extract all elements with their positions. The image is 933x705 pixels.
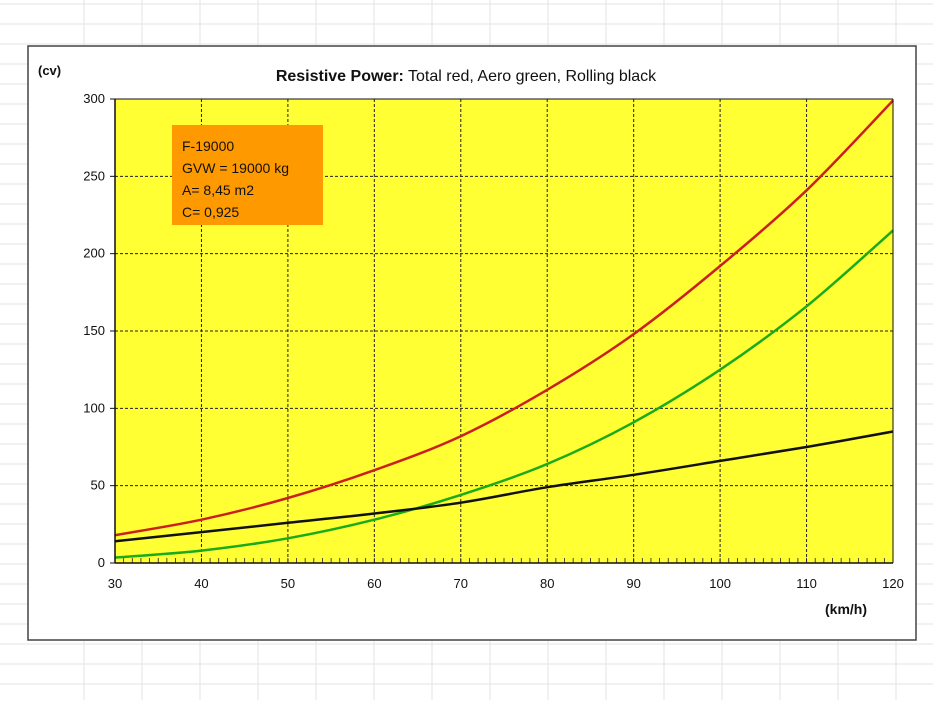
y-tick-label: 250 bbox=[83, 168, 105, 183]
x-axis-label: (km/h) bbox=[825, 601, 867, 617]
x-tick-label: 120 bbox=[882, 576, 904, 591]
annotation-background bbox=[172, 125, 323, 225]
y-tick-label: 200 bbox=[83, 246, 105, 261]
chart-title-rest: Total red, Aero green, Rolling black bbox=[404, 68, 657, 85]
y-tick-label: 0 bbox=[98, 555, 105, 570]
annotation-line-3: A= 8,45 m2 bbox=[182, 182, 254, 198]
x-tick-label: 70 bbox=[454, 576, 468, 591]
annotation-line-2: GVW = 19000 kg bbox=[182, 160, 289, 176]
x-tick-labels: 30 40 50 60 70 80 90 100 110 120 bbox=[108, 576, 904, 591]
series-2-line bbox=[114, 229, 894, 559]
annotation-box: F-19000 GVW = 19000 kg A= 8,45 m2 C= 0,9… bbox=[172, 125, 323, 225]
y-tick-label: 100 bbox=[83, 400, 105, 415]
x-tick-label: 50 bbox=[281, 576, 295, 591]
x-tick-label: 90 bbox=[626, 576, 640, 591]
chart-title: Resistive Power: Total red, Aero green, … bbox=[276, 68, 657, 85]
series-layer bbox=[114, 99, 894, 559]
chart-title-bold: Resistive Power: bbox=[276, 68, 404, 85]
x-tick-label: 80 bbox=[540, 576, 554, 591]
x-minor-ticks bbox=[114, 558, 894, 563]
y-tick-label: 50 bbox=[91, 478, 105, 493]
x-tick-label: 60 bbox=[367, 576, 381, 591]
x-tick-label: 110 bbox=[796, 576, 817, 591]
y-axis-label: (cv) bbox=[38, 63, 61, 78]
y-tick-labels: 0 50 100 150 200 250 300 bbox=[83, 91, 115, 570]
y-tick-label: 150 bbox=[83, 323, 105, 338]
annotation-line-4: C= 0,925 bbox=[182, 204, 239, 220]
annotation-line-1: F-19000 bbox=[182, 138, 234, 154]
y-tick-label: 300 bbox=[83, 91, 105, 106]
series-3-line bbox=[114, 430, 894, 543]
x-tick-label: 30 bbox=[108, 576, 122, 591]
x-tick-label: 100 bbox=[709, 576, 731, 591]
x-tick-label: 40 bbox=[194, 576, 208, 591]
series-1-line bbox=[114, 99, 894, 537]
